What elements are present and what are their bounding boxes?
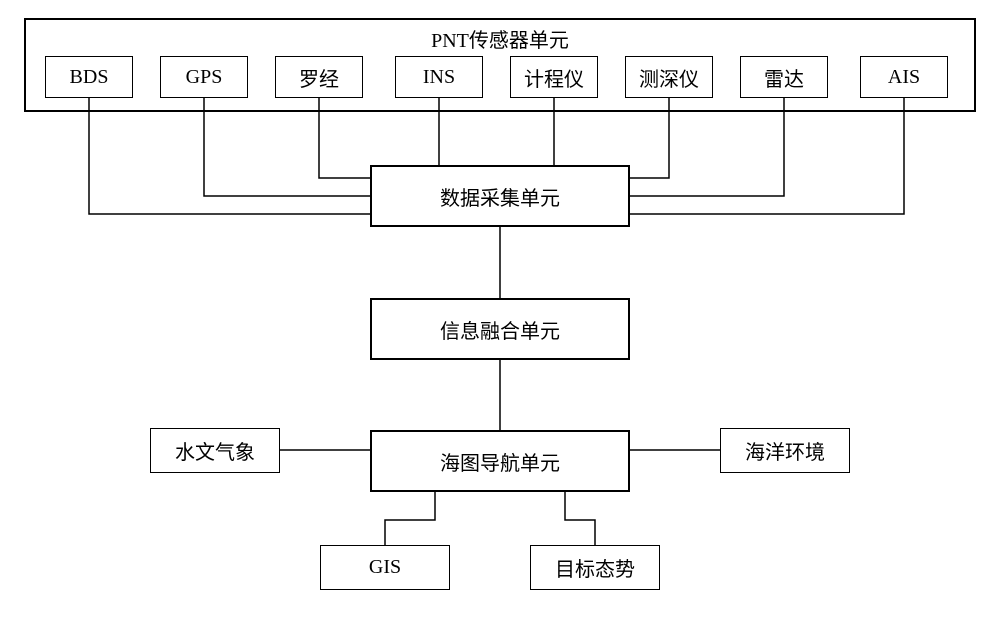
node-ins: INS	[395, 56, 483, 98]
label-hydro-meteor: 水文气象	[175, 436, 255, 465]
label-ins: INS	[423, 66, 455, 89]
node-hydro-meteor: 水文气象	[150, 428, 280, 473]
label-radar: 雷达	[764, 63, 804, 92]
label-log: 计程仪	[524, 63, 584, 92]
node-gis: GIS	[320, 545, 450, 590]
node-bds: BDS	[45, 56, 133, 98]
label-ais: AIS	[888, 66, 920, 89]
node-gps: GPS	[160, 56, 248, 98]
label-data-collection: 数据采集单元	[440, 182, 560, 211]
node-radar: 雷达	[740, 56, 828, 98]
label-compass: 罗经	[299, 63, 339, 92]
node-compass: 罗经	[275, 56, 363, 98]
node-target: 目标态势	[530, 545, 660, 590]
node-data-collection: 数据采集单元	[370, 165, 630, 227]
node-ais: AIS	[860, 56, 948, 98]
node-log: 计程仪	[510, 56, 598, 98]
node-depth: 测深仪	[625, 56, 713, 98]
label-depth: 测深仪	[639, 63, 699, 92]
node-ocean-env: 海洋环境	[720, 428, 850, 473]
label-ocean-env: 海洋环境	[745, 436, 825, 465]
label-gis: GIS	[369, 556, 401, 579]
label-target: 目标态势	[555, 553, 635, 582]
label-gps: GPS	[186, 66, 223, 89]
node-info-fusion: 信息融合单元	[370, 298, 630, 360]
node-chart-nav: 海图导航单元	[370, 430, 630, 492]
label-chart-nav: 海图导航单元	[440, 447, 560, 476]
pnt-sensor-title: PNT传感器单元	[26, 24, 974, 53]
label-bds: BDS	[70, 66, 109, 89]
label-info-fusion: 信息融合单元	[440, 315, 560, 344]
